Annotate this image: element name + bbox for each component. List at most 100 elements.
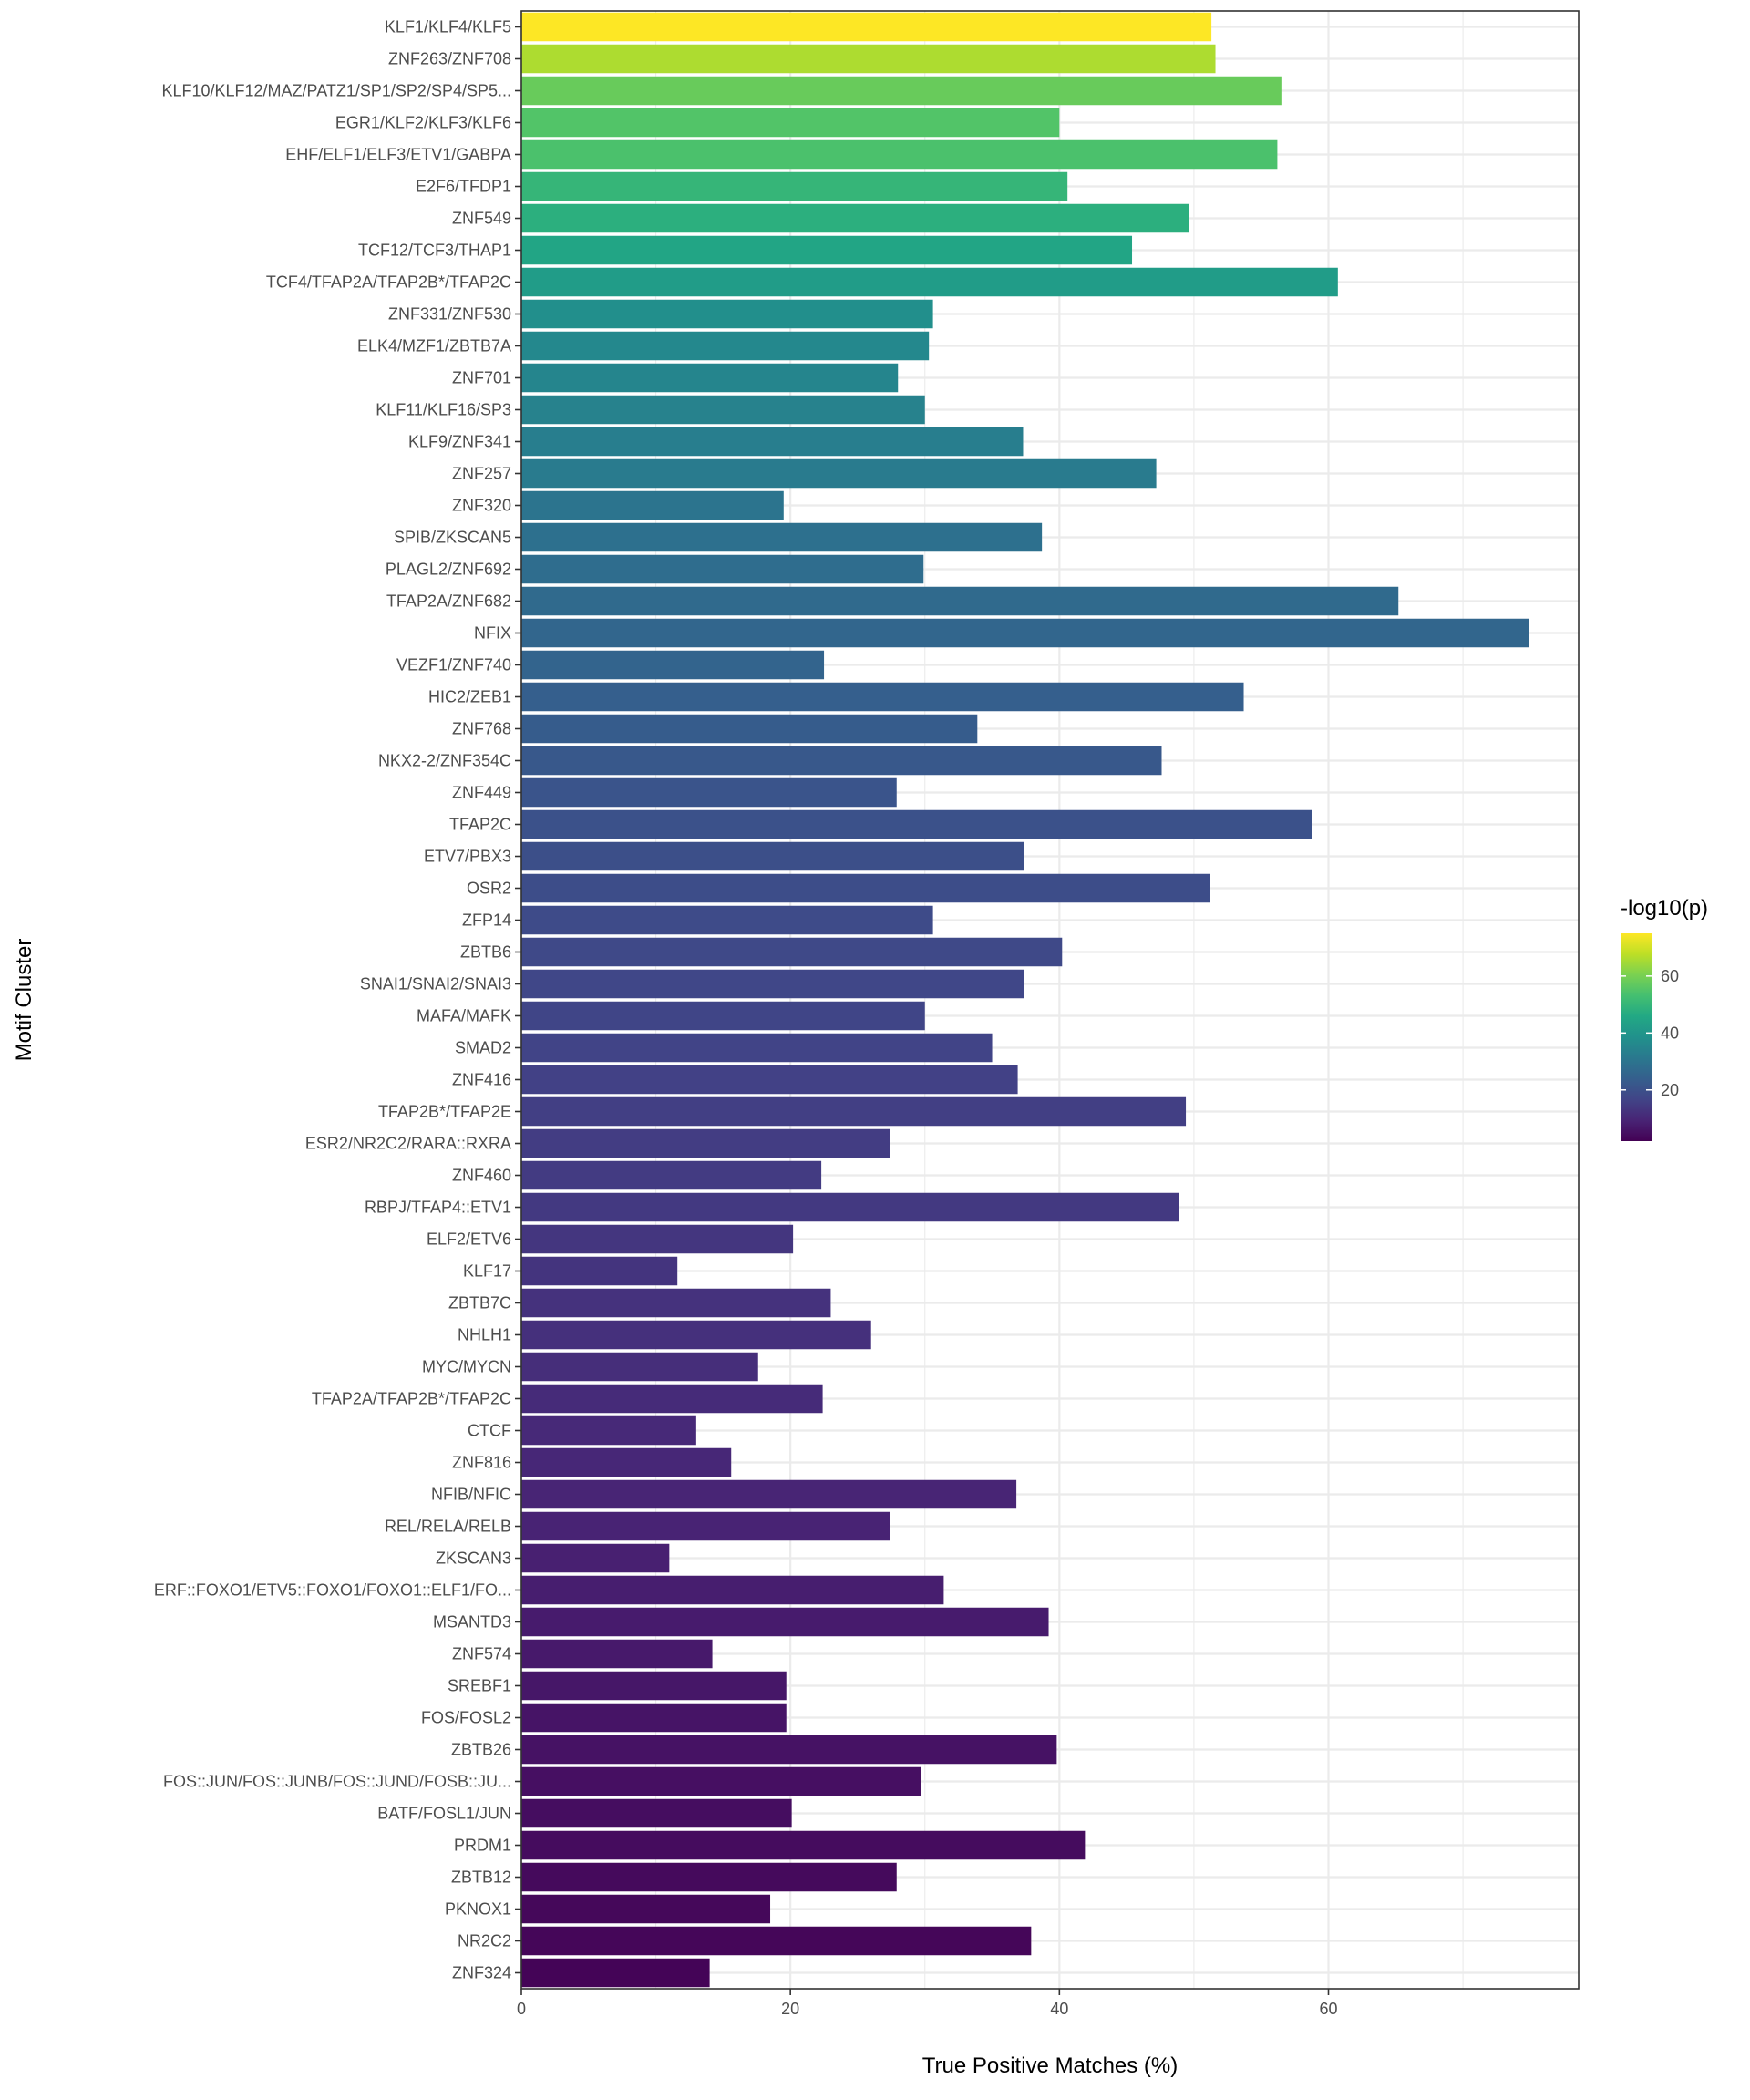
bar bbox=[521, 1256, 678, 1286]
y-tick-label: EHF/ELF1/ELF3/ETV1/GABPA bbox=[285, 146, 511, 164]
y-tick-label: TCF12/TCF3/THAP1 bbox=[358, 242, 511, 260]
plot-panel bbox=[520, 10, 1580, 1990]
bar bbox=[521, 139, 1278, 170]
x-axis-title: True Positive Matches (%) bbox=[922, 2054, 1179, 2078]
bar bbox=[521, 1798, 792, 1828]
bar bbox=[521, 395, 925, 425]
bar bbox=[521, 1735, 1057, 1765]
legend-tick-label: 20 bbox=[1661, 1081, 1679, 1099]
bar bbox=[521, 1543, 670, 1573]
y-tick-label: KLF1/KLF4/KLF5 bbox=[385, 18, 511, 36]
bar bbox=[521, 1033, 993, 1063]
y-tick-label: KLF10/KLF12/MAZ/PATZ1/SP1/SP2/SP4/SP5... bbox=[161, 82, 511, 100]
bar bbox=[521, 1320, 871, 1350]
x-tick-label: 60 bbox=[1319, 2000, 1337, 2018]
bar bbox=[521, 1766, 921, 1796]
bar bbox=[521, 1288, 831, 1318]
bar bbox=[521, 1862, 897, 1892]
legend-ticks: 20 40 60 bbox=[1621, 967, 1679, 1099]
bar bbox=[521, 331, 930, 361]
bar bbox=[521, 44, 1216, 74]
bar bbox=[521, 1607, 1049, 1637]
y-tick-label: MYC/MYCN bbox=[422, 1358, 511, 1376]
y-tick-label: PKNOX1 bbox=[445, 1900, 511, 1919]
bar bbox=[521, 458, 1157, 489]
legend-tick-label: 60 bbox=[1661, 967, 1679, 985]
y-tick-label: NFIB/NFIC bbox=[431, 1486, 511, 1504]
y-tick-label: TFAP2C bbox=[449, 816, 511, 834]
y-axis-tick-labels: KLF1/KLF4/KLF5 ZNF263/ZNF708 KLF10/KLF12/M… bbox=[154, 18, 511, 1982]
bar bbox=[521, 1128, 890, 1158]
panel-border bbox=[520, 10, 1580, 1990]
bar bbox=[521, 1224, 794, 1254]
bar bbox=[521, 1065, 1018, 1095]
y-tick-label: MSANTD3 bbox=[433, 1613, 511, 1632]
bar bbox=[521, 1511, 890, 1541]
y-tick-label: ZBTB7C bbox=[448, 1294, 511, 1312]
bar bbox=[521, 76, 1282, 106]
y-tick-label: ZNF701 bbox=[452, 369, 511, 387]
bar bbox=[521, 1415, 696, 1446]
y-axis-ticks bbox=[515, 26, 521, 1974]
bar bbox=[521, 714, 978, 744]
y-tick-label: ZNF257 bbox=[452, 465, 511, 483]
y-tick-label: ZNF263/ZNF708 bbox=[388, 50, 511, 68]
y-tick-label: HIC2/ZEB1 bbox=[428, 688, 511, 706]
bar bbox=[521, 1479, 1017, 1509]
bar bbox=[521, 1671, 787, 1701]
x-axis-tick-labels: 0 20 40 60 bbox=[517, 2000, 1338, 2018]
y-tick-label: ZNF320 bbox=[452, 497, 511, 515]
y-tick-label: SPIB/ZKSCAN5 bbox=[394, 529, 511, 547]
bar bbox=[521, 203, 1189, 233]
bar bbox=[521, 171, 1068, 201]
y-tick-label: OSR2 bbox=[467, 880, 511, 898]
bar bbox=[521, 490, 784, 520]
bar bbox=[521, 299, 933, 329]
bar bbox=[521, 1830, 1086, 1860]
y-tick-label: ZNF574 bbox=[452, 1645, 511, 1663]
bar bbox=[521, 1447, 732, 1477]
y-tick-label: NKX2-2/ZNF354C bbox=[378, 752, 511, 770]
bar bbox=[521, 841, 1024, 871]
y-tick-label: BATF/FOSL1/JUN bbox=[377, 1805, 511, 1823]
y-tick-label: ERF::FOXO1/ETV5::FOXO1/FOXO1::ELF1/FO... bbox=[154, 1581, 511, 1600]
bar bbox=[521, 1384, 823, 1414]
y-tick-label: ZNF816 bbox=[452, 1454, 511, 1472]
y-tick-label: RBPJ/TFAP4::ETV1 bbox=[365, 1199, 511, 1217]
bar bbox=[521, 1575, 944, 1605]
legend: -log10(p) 20 40 60 bbox=[1621, 896, 1708, 1141]
bar bbox=[521, 873, 1210, 903]
y-tick-label: ZKSCAN3 bbox=[436, 1549, 511, 1568]
y-tick-label: ZNF324 bbox=[452, 1964, 511, 1982]
y-tick-label: TFAP2B*/TFAP2E bbox=[378, 1103, 511, 1121]
y-tick-label: ZFP14 bbox=[462, 911, 511, 930]
bar bbox=[521, 682, 1244, 712]
x-tick-label: 40 bbox=[1050, 2000, 1068, 2018]
bar bbox=[521, 363, 899, 393]
y-tick-label: EGR1/KLF2/KLF3/KLF6 bbox=[335, 114, 511, 132]
y-tick-label: ZNF449 bbox=[452, 784, 511, 802]
bar bbox=[521, 1639, 713, 1669]
bar bbox=[521, 809, 1312, 839]
bar bbox=[521, 905, 933, 935]
bar bbox=[521, 235, 1133, 265]
bar bbox=[521, 522, 1043, 552]
y-tick-label: ZNF460 bbox=[452, 1167, 511, 1185]
y-tick-label: ZNF768 bbox=[452, 720, 511, 738]
bar bbox=[521, 618, 1529, 648]
x-axis-ticks bbox=[520, 1989, 1330, 1995]
y-tick-label: TFAP2A/ZNF682 bbox=[386, 592, 511, 611]
y-tick-label: SMAD2 bbox=[455, 1039, 511, 1057]
legend-title: -log10(p) bbox=[1621, 896, 1708, 921]
y-tick-label: SNAI1/SNAI2/SNAI3 bbox=[360, 975, 511, 993]
bar bbox=[521, 1096, 1187, 1127]
y-tick-label: TCF4/TFAP2A/TFAP2B*/TFAP2C bbox=[266, 273, 511, 292]
bar bbox=[521, 1894, 771, 1924]
y-tick-label: TFAP2A/TFAP2B*/TFAP2C bbox=[312, 1390, 511, 1408]
y-tick-label: ZBTB12 bbox=[451, 1868, 511, 1887]
y-tick-label: KLF11/KLF16/SP3 bbox=[376, 401, 511, 419]
bars bbox=[521, 12, 1529, 1988]
bar bbox=[521, 650, 825, 680]
y-tick-label: FOS::JUN/FOS::JUNB/FOS::JUND/FOSB::JU... bbox=[163, 1773, 511, 1791]
